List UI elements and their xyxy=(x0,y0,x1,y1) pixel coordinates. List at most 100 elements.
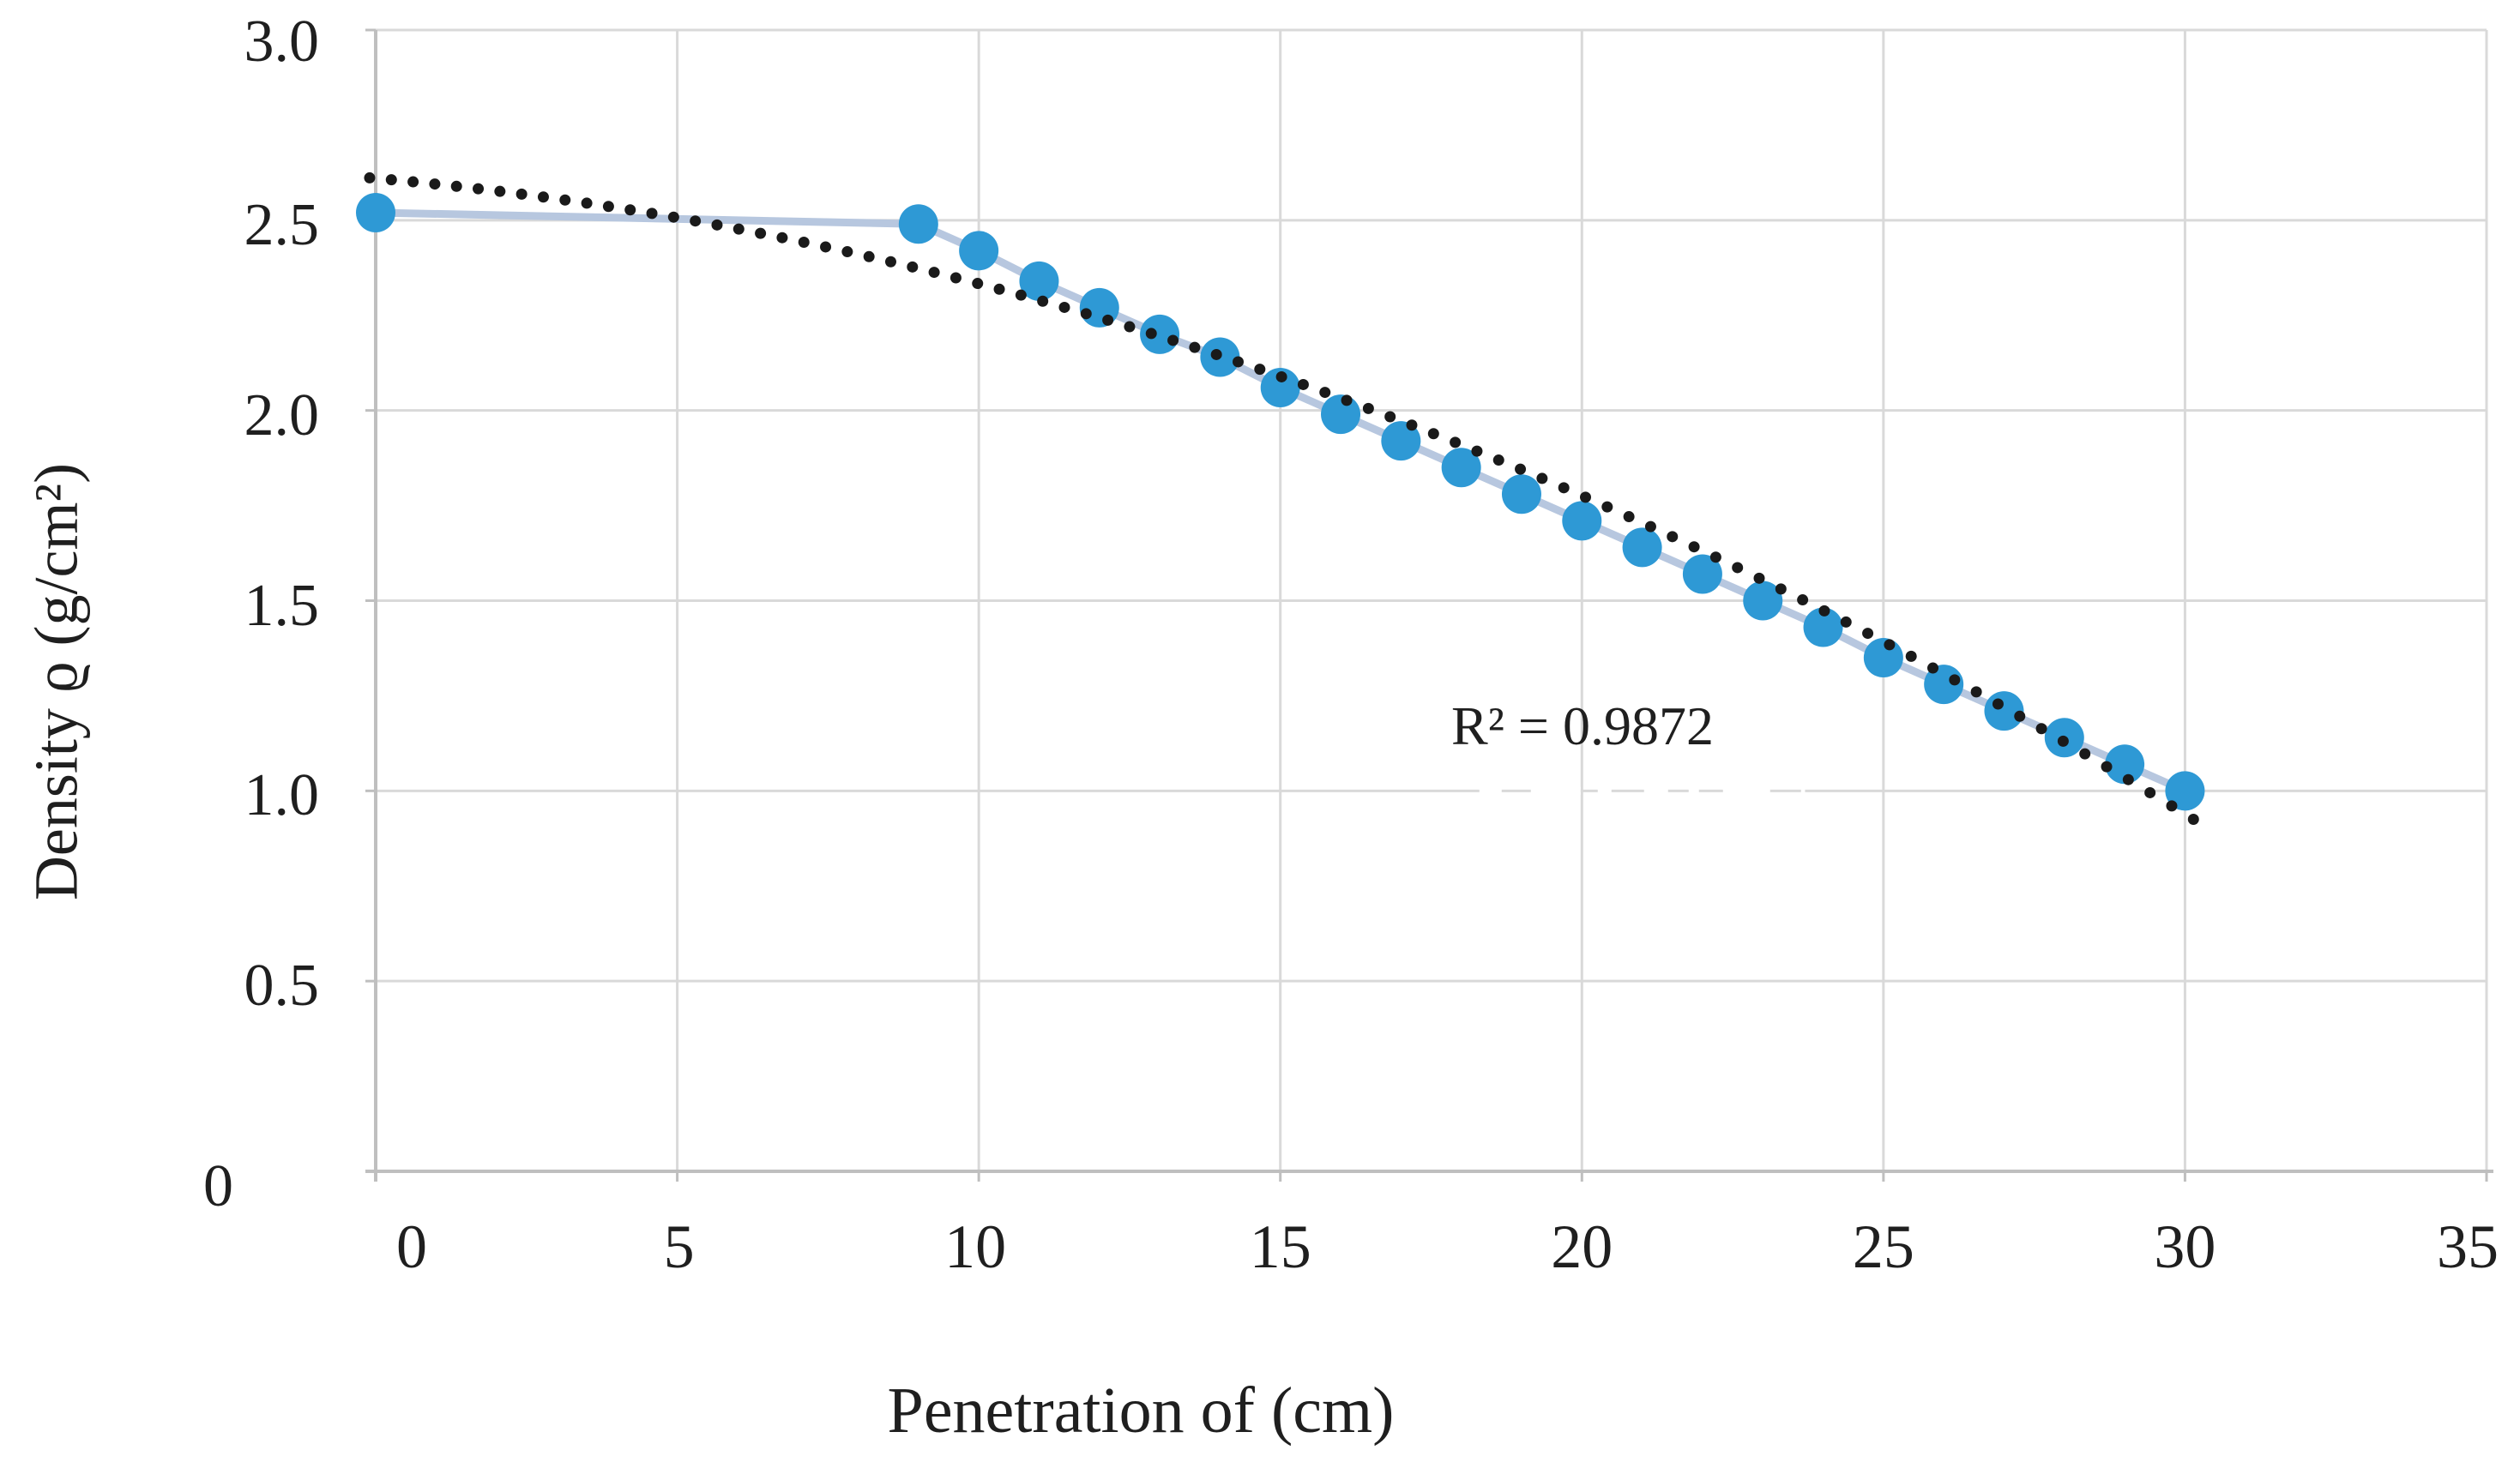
trendline-dot xyxy=(429,178,441,190)
trendline-dot xyxy=(494,185,506,197)
trendline-dot xyxy=(2187,813,2199,825)
trendline-dot xyxy=(950,272,962,284)
trendline-dot xyxy=(711,219,723,231)
trendline-dot xyxy=(624,204,636,216)
y-tick-label: 2.0 xyxy=(244,382,320,448)
data-point-marker xyxy=(1984,691,2024,731)
x-tick-label: 20 xyxy=(1551,1212,1613,1281)
data-point-marker xyxy=(1381,421,1421,461)
trendline-dot xyxy=(1927,662,1939,674)
trendline-dot xyxy=(1623,511,1635,523)
trendline-dot xyxy=(1644,520,1656,532)
trendline-dot xyxy=(1732,562,1744,574)
trendline-dot xyxy=(1515,463,1527,475)
trendline-dot xyxy=(1818,605,1830,617)
trendline-dot xyxy=(1949,674,1961,686)
data-point-marker xyxy=(1863,638,1903,678)
trendline-dot xyxy=(755,227,767,239)
trendline-dot xyxy=(776,232,788,244)
trendline-dot xyxy=(1688,541,1700,553)
trendline-dot xyxy=(364,171,376,184)
trendline-dot xyxy=(1884,639,1896,651)
trendline-dot xyxy=(1492,454,1504,466)
trendline-dot xyxy=(385,174,397,186)
data-point-marker xyxy=(959,231,999,271)
trendline-dot xyxy=(1450,436,1462,448)
trendline-dot xyxy=(450,180,462,192)
trendline-dot xyxy=(473,183,485,195)
trendline-dot xyxy=(1797,594,1809,606)
trendline-dot xyxy=(1167,334,1179,346)
trendline-dot xyxy=(1189,341,1201,353)
y-tick-label: 3.0 xyxy=(244,9,320,75)
trendline-dot xyxy=(1775,583,1787,595)
trendline-dot xyxy=(1840,616,1852,628)
trendline-dot xyxy=(1319,387,1331,399)
trendline-dot xyxy=(1536,472,1548,484)
y-tick-label: 2.5 xyxy=(244,191,320,258)
x-tick-label: 15 xyxy=(1249,1212,1311,1281)
trendline-dot xyxy=(928,267,940,279)
trendline-dot xyxy=(2035,723,2047,735)
data-point-marker xyxy=(1622,527,1662,568)
trendline-dot xyxy=(1427,428,1439,440)
trendline-dot xyxy=(1254,364,1266,376)
trendline-dot xyxy=(1275,370,1287,382)
trendline-dot xyxy=(646,208,658,220)
trendline-dot xyxy=(1406,419,1418,431)
trendline-dot xyxy=(407,176,419,188)
trendline-dot xyxy=(1471,445,1483,457)
trendline-dot xyxy=(667,211,679,223)
x-tick-label: 25 xyxy=(1852,1212,1914,1281)
data-point-marker xyxy=(356,192,395,232)
trendline-dot xyxy=(732,223,745,235)
y-tick-label: 0 xyxy=(203,1153,233,1219)
trendline-dot xyxy=(1753,572,1765,584)
trendline-dot xyxy=(884,256,896,268)
data-point-marker xyxy=(2165,771,2205,811)
x-axis-title: Penetration of (cm) xyxy=(887,1375,1395,1447)
trendline-dot xyxy=(1015,289,1027,301)
trendline-dot xyxy=(1297,378,1309,390)
trendline-dot xyxy=(2079,748,2091,760)
trendline-dot xyxy=(559,194,571,206)
x-tick-label: 35 xyxy=(2437,1212,2499,1281)
trendline-dot xyxy=(1362,402,1374,414)
trendline-dot xyxy=(1232,356,1244,368)
trendline-dot xyxy=(841,246,853,258)
trendline-dot xyxy=(581,197,593,209)
data-point-marker xyxy=(2105,744,2145,785)
trendline-dot xyxy=(2014,710,2026,722)
data-point-marker xyxy=(1019,261,1059,301)
data-point-marker xyxy=(1321,394,1361,435)
trendline-dot xyxy=(1037,295,1049,307)
trendline-dot xyxy=(798,236,810,248)
trendline-dot xyxy=(1384,411,1396,423)
x-tick-label: 5 xyxy=(663,1212,695,1281)
data-point-marker xyxy=(1562,501,1602,541)
trendline-dot xyxy=(2057,735,2069,747)
trendline-dot xyxy=(1709,551,1721,563)
trendline-dot xyxy=(907,261,919,273)
x-tick-label: 10 xyxy=(944,1212,1007,1281)
trendline-dot xyxy=(602,201,614,213)
trendline-dot xyxy=(972,278,984,290)
x-tick-label: 0 xyxy=(396,1212,427,1281)
trendline-dot xyxy=(515,188,528,200)
trendline-dot xyxy=(1210,348,1222,360)
y-tick-label: 1.0 xyxy=(244,762,320,829)
trendline-dot xyxy=(820,241,832,253)
trendline-dot xyxy=(1058,301,1070,313)
r-squared-annotation: R² = 0.9872 xyxy=(1451,695,1714,756)
data-point-marker xyxy=(1501,474,1541,514)
trendline-dot xyxy=(863,250,875,262)
trendline-dot xyxy=(2166,800,2178,812)
y-axis-title: Density ϱ (g/cm²) xyxy=(21,462,91,901)
data-point-marker xyxy=(898,204,938,244)
y-tick-label: 0.5 xyxy=(244,953,320,1020)
data-point-marker xyxy=(1441,448,1481,488)
trendline-dot xyxy=(1905,650,1917,662)
trendline-dot xyxy=(690,215,702,227)
trendline-dot xyxy=(1667,531,1679,543)
